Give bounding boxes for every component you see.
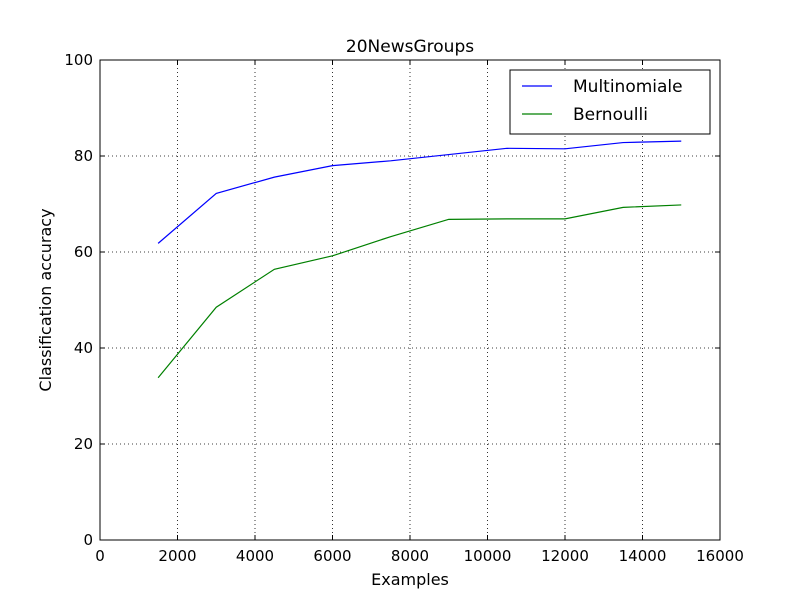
legend-box: [509, 69, 711, 135]
y-tick-label: 0: [83, 531, 93, 549]
x-tick-label: 10000: [464, 547, 512, 565]
legend: Multinomiale Bernoulli: [509, 69, 711, 135]
y-tick-label: 80: [74, 147, 93, 165]
y-tick-label: 40: [74, 339, 93, 357]
x-tick-label: 6000: [313, 547, 351, 565]
legend-label: Multinomiale: [573, 77, 683, 97]
y-tick-label: 60: [74, 243, 93, 261]
y-axis-label: Classification accuracy: [36, 208, 55, 391]
x-tick-label: 0: [95, 547, 105, 565]
legend-label: Bernoulli: [573, 105, 648, 125]
x-tick-label: 4000: [236, 547, 274, 565]
x-tick-label: 2000: [158, 547, 196, 565]
series-layer: [157, 140, 682, 379]
y-tick-label: 100: [64, 51, 93, 69]
x-axis-ticks: 0 2000 4000 6000 8000 10000 12000 14000 16000: [95, 60, 744, 565]
x-tick-label: 16000: [696, 547, 744, 565]
y-axis-ticks: 0 20 40 60 80 100: [64, 51, 720, 549]
series-line-bernoulli: [157, 204, 682, 379]
series-line-multinomiale: [157, 140, 682, 244]
chart-title: 20NewsGroups: [346, 37, 474, 57]
x-tick-label: 14000: [619, 547, 667, 565]
y-tick-label: 20: [74, 435, 93, 453]
x-axis-label: Examples: [371, 570, 449, 589]
x-tick-label: 12000: [541, 547, 589, 565]
x-tick-label: 8000: [391, 547, 429, 565]
